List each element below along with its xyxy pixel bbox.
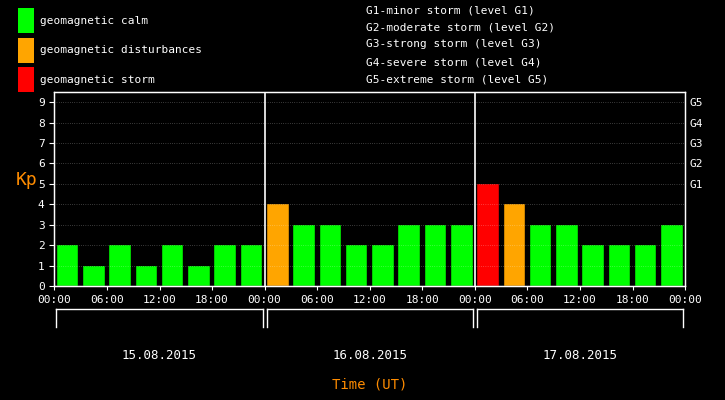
Bar xyxy=(136,266,157,286)
Text: 15.08.2015: 15.08.2015 xyxy=(122,349,197,362)
Text: G3-strong storm (level G3): G3-strong storm (level G3) xyxy=(366,39,542,49)
Bar xyxy=(582,245,604,286)
Bar xyxy=(294,225,315,286)
Text: G1-minor storm (level G1): G1-minor storm (level G1) xyxy=(366,6,535,16)
Bar xyxy=(215,245,236,286)
Y-axis label: Kp: Kp xyxy=(16,171,38,189)
Bar xyxy=(18,38,34,63)
Bar xyxy=(109,245,130,286)
Text: geomagnetic disturbances: geomagnetic disturbances xyxy=(40,45,202,55)
Bar xyxy=(530,225,551,286)
Bar xyxy=(556,225,578,286)
Bar xyxy=(267,204,289,286)
Bar xyxy=(477,184,499,286)
Bar xyxy=(425,225,446,286)
Text: G4-severe storm (level G4): G4-severe storm (level G4) xyxy=(366,58,542,68)
Bar xyxy=(635,245,656,286)
Bar xyxy=(18,67,34,92)
Text: G5-extreme storm (level G5): G5-extreme storm (level G5) xyxy=(366,74,548,85)
Bar xyxy=(661,225,683,286)
Bar xyxy=(57,245,78,286)
Bar xyxy=(372,245,394,286)
Text: 16.08.2015: 16.08.2015 xyxy=(332,349,407,362)
Bar xyxy=(320,225,341,286)
Bar xyxy=(504,204,525,286)
Bar xyxy=(346,245,368,286)
Text: G2-moderate storm (level G2): G2-moderate storm (level G2) xyxy=(366,22,555,32)
Bar xyxy=(18,8,34,33)
Text: 17.08.2015: 17.08.2015 xyxy=(542,349,618,362)
Bar xyxy=(83,266,104,286)
Bar xyxy=(399,225,420,286)
Text: Time (UT): Time (UT) xyxy=(332,378,407,392)
Bar xyxy=(609,245,630,286)
Text: geomagnetic calm: geomagnetic calm xyxy=(40,16,148,26)
Bar xyxy=(188,266,210,286)
Bar xyxy=(162,245,183,286)
Bar xyxy=(241,245,262,286)
Bar xyxy=(451,225,473,286)
Text: geomagnetic storm: geomagnetic storm xyxy=(40,74,154,85)
